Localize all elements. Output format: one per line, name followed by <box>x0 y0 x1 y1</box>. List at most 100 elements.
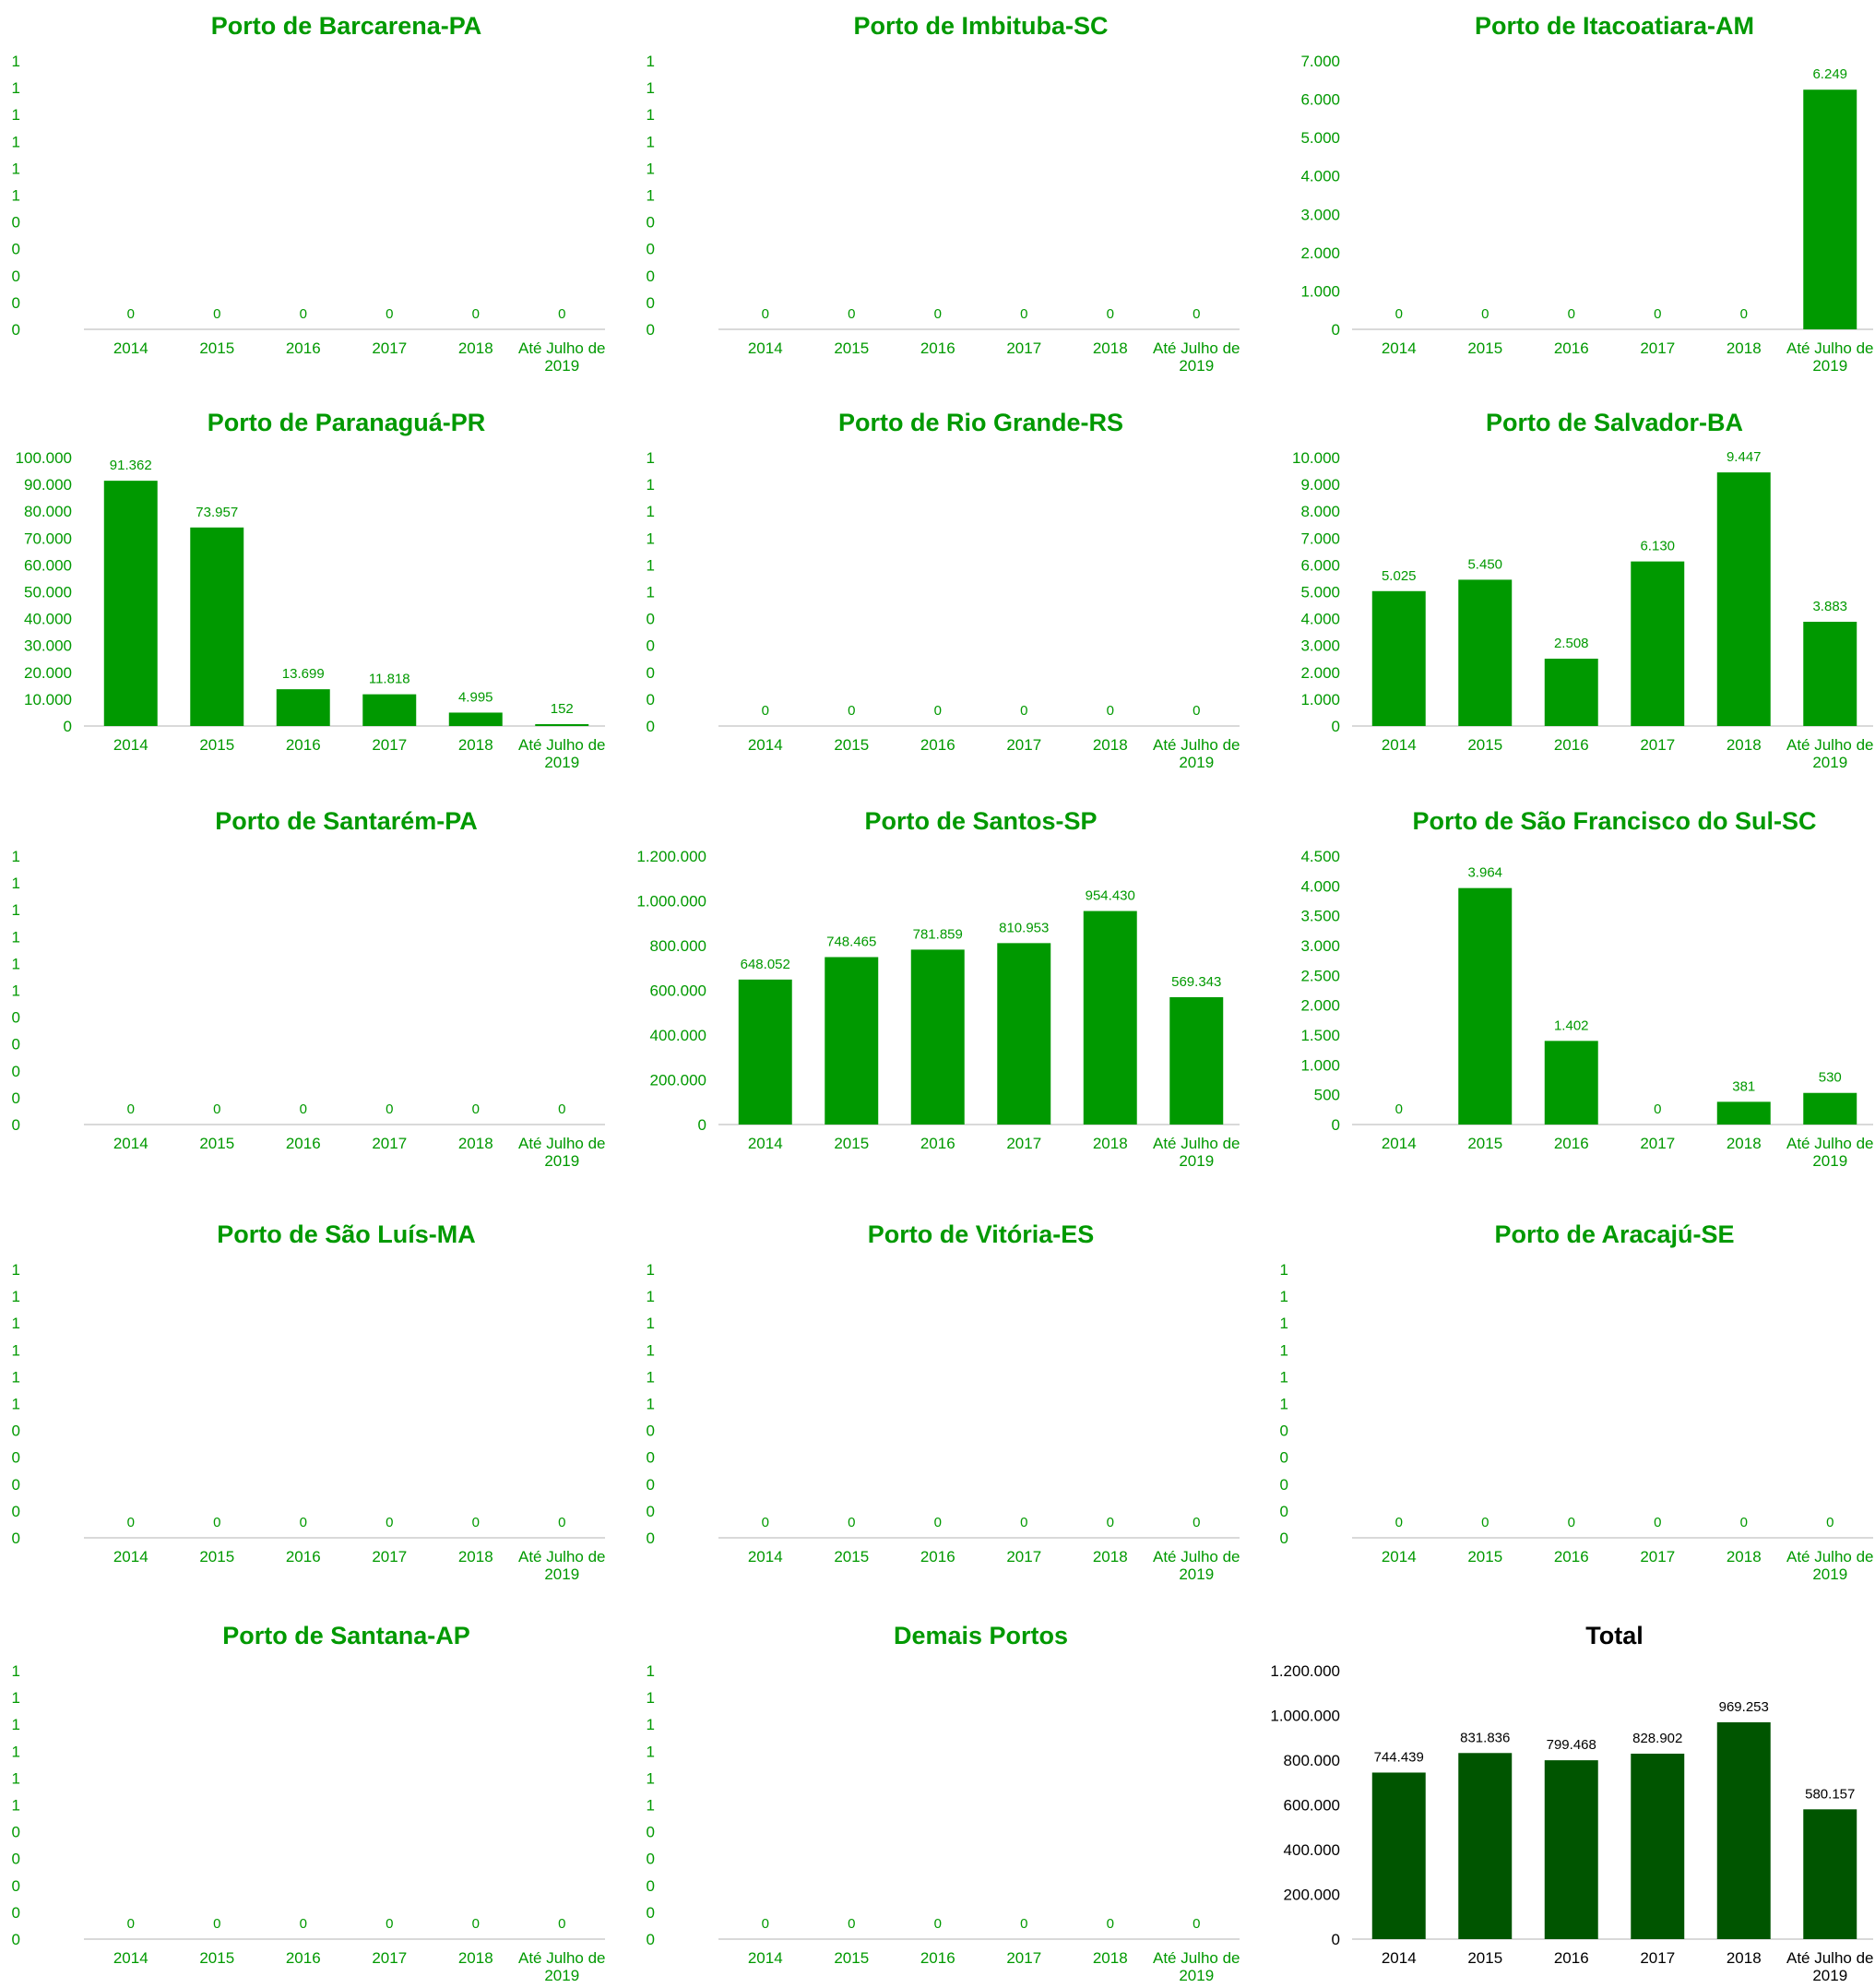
y-tick-label: 0 <box>12 321 20 339</box>
x-tick-label: Até Julho de 2019 <box>518 736 606 771</box>
bar <box>738 979 792 1125</box>
x-tick-label: 2018 <box>1727 1949 1762 1967</box>
chart-panel-total: Total 0 200.000 400.000 600.000 800.000 1.000.… <box>1268 1610 1875 1988</box>
y-tick-label: 1 <box>12 1288 20 1305</box>
bar-value-label: 0 <box>762 1515 769 1530</box>
x-tick-label: 2014 <box>1382 1548 1417 1565</box>
bar <box>1169 996 1224 1125</box>
bar <box>1631 1753 1685 1939</box>
y-tick-label: 3.500 <box>1300 908 1340 925</box>
y-tick-label: 800.000 <box>1284 1752 1340 1769</box>
x-tick-label: 2014 <box>113 1548 148 1565</box>
y-tick-label: 1.500 <box>1300 1027 1340 1044</box>
bar <box>276 689 330 726</box>
bar-value-label: 0 <box>472 1101 480 1117</box>
chart-title: Porto de Santos-SP <box>864 807 1097 835</box>
x-tick-label: Até Julho de 2019 <box>1153 1548 1240 1583</box>
x-tick-label: Até Julho de 2019 <box>1786 339 1874 375</box>
x-tick-label: Até Julho de 2019 <box>1153 339 1240 375</box>
y-tick-label: 0 <box>12 1089 20 1107</box>
bar-value-label: 91.362 <box>110 458 152 473</box>
chart-panel-porto-de-aracaju-se: Porto de Aracajú-SE 0 0 0 0 0 1 1 1 1 1 1 0 2014 0 2015… <box>1268 1208 1875 1587</box>
x-tick-label: 2015 <box>1467 339 1502 357</box>
chart-svg: Porto de São Francisco do Sul-SC 0 500 1.00… <box>1300 807 1873 1170</box>
chart-svg: Total 0 200.000 400.000 600.000 800.000 1.000.… <box>1270 1622 1873 1984</box>
x-tick-label: Até Julho de 2019 <box>518 1135 606 1170</box>
x-tick-label: Até Julho de 2019 <box>518 339 606 375</box>
x-tick-label: 2018 <box>1727 1135 1762 1152</box>
x-tick-label: 2016 <box>1554 1548 1589 1565</box>
y-tick-label: 1 <box>647 1716 655 1733</box>
bar-value-label: 0 <box>386 1916 393 1932</box>
x-tick-label: Até Julho de 2019 <box>1786 736 1874 771</box>
x-tick-label: 2017 <box>1006 1949 1041 1967</box>
y-tick-label: 0 <box>647 214 655 232</box>
x-tick-label: 2016 <box>286 1949 321 1967</box>
bar-value-label: 11.818 <box>369 672 410 687</box>
bar-value-label: 828.902 <box>1632 1731 1682 1746</box>
bar-value-label: 0 <box>934 1515 942 1530</box>
y-tick-label: 0 <box>12 241 20 258</box>
x-tick-label: Até Julho de 2019 <box>518 1548 606 1583</box>
bar-value-label: 13.699 <box>282 666 325 682</box>
bar <box>1458 1753 1513 1939</box>
bar-value-label: 0 <box>1481 306 1489 322</box>
bar <box>190 527 244 726</box>
bar-value-label: 0 <box>848 703 855 719</box>
y-tick-label: 70.000 <box>24 530 72 547</box>
bar <box>1544 659 1598 726</box>
y-tick-label: 1 <box>12 1769 20 1787</box>
y-tick-label: 800.000 <box>650 937 706 955</box>
bar-value-label: 0 <box>213 1101 220 1117</box>
x-tick-label: 2015 <box>199 1949 234 1967</box>
bar-value-label: 0 <box>1740 306 1748 322</box>
y-tick-label: 600.000 <box>1284 1797 1340 1815</box>
y-tick-label: 1 <box>647 1368 655 1386</box>
bar-value-label: 0 <box>386 306 393 322</box>
chart-title: Porto de Paranaguá-PR <box>208 409 486 436</box>
y-tick-label: 1.000 <box>1300 282 1340 300</box>
bar <box>1544 1041 1598 1125</box>
y-tick-label: 0 <box>12 1851 20 1868</box>
y-tick-label: 1 <box>12 1368 20 1386</box>
bar-value-label: 0 <box>848 1515 855 1530</box>
bar-value-label: 744.439 <box>1374 1749 1424 1765</box>
chart-title: Demais Portos <box>894 1622 1068 1649</box>
bar-value-label: 0 <box>848 306 855 322</box>
y-tick-label: 600.000 <box>650 982 706 1000</box>
y-tick-label: 0 <box>1280 1449 1288 1467</box>
chart-svg: Porto de Itacoatiara-AM 0 1.000 2.000 3.000 4… <box>1300 12 1874 375</box>
chart-panel-porto-de-sao-francisco-do-sul-sc: Porto de São Francisco do Sul-SC 0 500 1.00… <box>1268 795 1875 1173</box>
y-tick-label: 50.000 <box>24 584 72 601</box>
bar <box>1371 1772 1426 1939</box>
y-tick-label: 200.000 <box>1284 1887 1340 1904</box>
y-tick-label: 400.000 <box>650 1027 706 1044</box>
chart-svg: Porto de Rio Grande-RS 0 0 0 0 0 1 1 1 1 1 1 0 2014 0 2… <box>647 409 1240 771</box>
bar-value-label: 2.508 <box>1554 636 1589 651</box>
y-tick-label: 0 <box>12 1036 20 1054</box>
x-tick-label: 2017 <box>372 1548 407 1565</box>
y-tick-label: 0 <box>647 321 655 339</box>
y-tick-label: 1 <box>12 1315 20 1332</box>
chart-title: Porto de Barcarena-PA <box>211 12 482 40</box>
bar <box>1631 561 1685 726</box>
y-tick-label: 1 <box>1280 1341 1288 1359</box>
y-tick-label: 30.000 <box>24 637 72 655</box>
bar-value-label: 969.253 <box>1719 1699 1769 1715</box>
x-tick-label: 2016 <box>1554 1949 1589 1967</box>
bar <box>1803 1092 1857 1125</box>
chart-panel-porto-de-rio-grande-rs: Porto de Rio Grande-RS 0 0 0 0 0 1 1 1 1 1 1 0 2014 0 2… <box>635 397 1243 775</box>
x-tick-label: 2018 <box>1093 1548 1128 1565</box>
bar-value-label: 0 <box>762 703 769 719</box>
x-tick-label: 2016 <box>920 1135 955 1152</box>
bar-value-label: 0 <box>1107 306 1114 322</box>
x-tick-label: 2015 <box>199 1135 234 1152</box>
y-tick-label: 1 <box>647 187 655 205</box>
y-tick-label: 2.000 <box>1300 244 1340 262</box>
bar-value-label: 0 <box>300 1101 307 1117</box>
bar-value-label: 0 <box>300 1916 307 1932</box>
y-tick-label: 4.000 <box>1300 611 1340 628</box>
x-tick-label: 2015 <box>1467 1949 1502 1967</box>
bar-value-label: 0 <box>1740 1515 1748 1530</box>
y-tick-label: 1 <box>1280 1288 1288 1305</box>
